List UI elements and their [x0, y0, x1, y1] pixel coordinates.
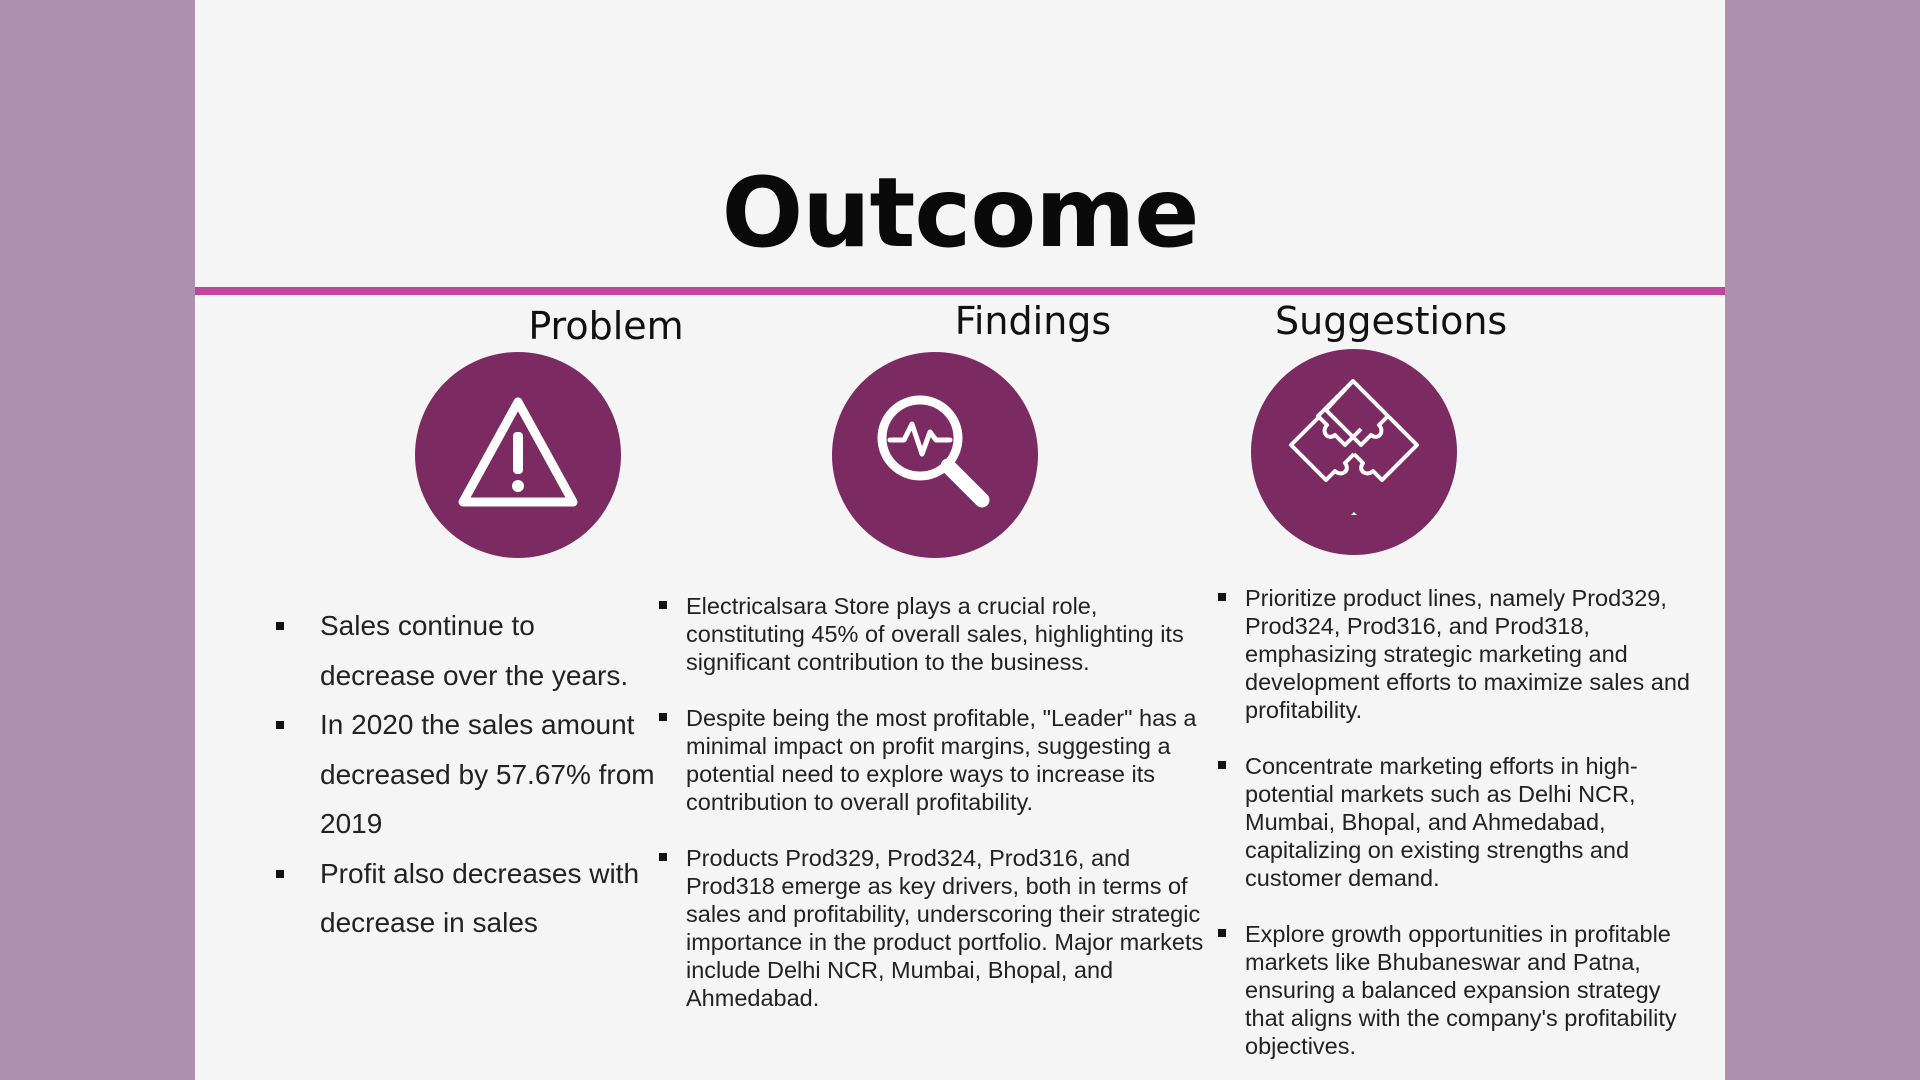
bullet-square: [659, 853, 667, 861]
problem-bullet-text: Sales continue to decrease over the year…: [320, 610, 629, 691]
title-divider: [195, 287, 1725, 295]
list-item: Products Prod329, Prod324, Prod316, and …: [656, 844, 1216, 1012]
findings-bullet-text: Products Prod329, Prod324, Prod316, and …: [686, 845, 1204, 1011]
bullet-square: [276, 869, 284, 878]
slide-title: Outcome: [721, 157, 1200, 269]
list-item: Profit also decreases with decrease in s…: [195, 849, 655, 948]
findings-list: Electricalsara Store plays a crucial rol…: [656, 592, 1216, 1040]
suggestions-bullet-text: Explore growth opportunities in profitab…: [1245, 921, 1677, 1059]
bullet-square: [659, 601, 667, 609]
slide: Outcome Problem Sales continue to decrea…: [195, 0, 1725, 1080]
bullet-square: [276, 622, 284, 630]
list-item: Prioritize product lines, namely Prod329…: [1215, 584, 1695, 724]
findings-icon-circle: [832, 352, 1038, 558]
bullet-square: [1218, 929, 1226, 937]
list-item: In 2020 the sales amount decreased by 57…: [195, 700, 655, 849]
problem-bullet-text: Profit also decreases with decrease in s…: [320, 857, 640, 939]
bullet-square: [276, 721, 284, 729]
suggestions-heading: Suggestions: [1275, 299, 1508, 343]
problem-heading: Problem: [528, 304, 684, 348]
problem-list: Sales continue to decrease over the year…: [195, 601, 655, 948]
problem-bullet-text: In 2020 the sales amount decreased by 57…: [320, 709, 655, 839]
bullet-square: [659, 713, 667, 721]
bullet-square: [1218, 761, 1226, 769]
list-item: Concentrate marketing efforts in high-po…: [1215, 752, 1695, 892]
list-item: Electricalsara Store plays a crucial rol…: [656, 592, 1216, 676]
bullet-square: [1218, 593, 1226, 601]
suggestions-bullet-text: Concentrate marketing efforts in high-po…: [1245, 753, 1638, 891]
findings-bullet-text: Electricalsara Store plays a crucial rol…: [686, 593, 1184, 675]
list-item: Despite being the most profitable, "Lead…: [656, 704, 1216, 816]
list-item: Explore growth opportunities in profitab…: [1215, 920, 1695, 1060]
suggestions-icon-circle: [1251, 349, 1457, 555]
findings-bullet-text: Despite being the most profitable, "Lead…: [686, 705, 1197, 815]
problem-icon-circle: [415, 352, 621, 558]
list-item: Sales continue to decrease over the year…: [195, 601, 655, 700]
findings-heading: Findings: [954, 299, 1112, 343]
suggestions-list: Prioritize product lines, namely Prod329…: [1215, 584, 1695, 1080]
suggestions-bullet-text: Prioritize product lines, namely Prod329…: [1245, 585, 1690, 723]
